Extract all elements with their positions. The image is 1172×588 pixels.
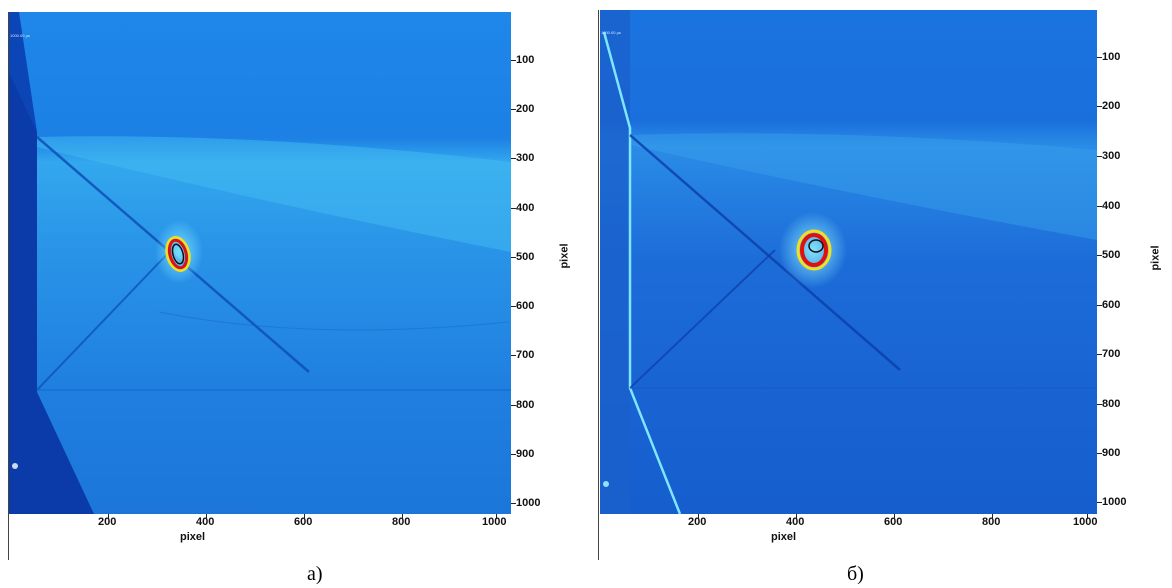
y-tick-label: 600 — [1102, 299, 1121, 311]
y-tick-mark — [511, 306, 516, 307]
y-tick-mark — [511, 208, 516, 209]
x-tick-label: 600 — [884, 516, 903, 528]
x-axis-title-a: pixel — [180, 531, 206, 543]
y-tick-label: 900 — [1102, 447, 1121, 459]
y-tick-mark — [511, 405, 516, 406]
y-axis-title-b-wrap: pixel — [1143, 245, 1169, 270]
y-tick-label: 600 — [516, 300, 535, 312]
scale-note-b: 1000.00 µs — [601, 30, 621, 35]
x-tick-mark — [796, 514, 797, 518]
y-tick-mark — [511, 454, 516, 455]
y-tick-mark — [1097, 57, 1102, 58]
y-tick-mark — [1097, 156, 1102, 157]
y-tick-mark — [511, 109, 516, 110]
x-tick-label: 600 — [294, 516, 313, 528]
y-tick-mark — [1097, 404, 1102, 405]
y-tick-label: 300 — [1102, 150, 1121, 162]
y-tick-label: 200 — [516, 103, 535, 115]
x-tick-mark — [108, 514, 109, 518]
y-tick-label: 800 — [1102, 398, 1121, 410]
x-tick-label: 200 — [688, 516, 707, 528]
y-tick-mark — [1097, 206, 1102, 207]
y-tick-mark — [1097, 502, 1102, 503]
x-tick-mark — [992, 514, 993, 518]
x-axis-title-b: pixel — [771, 531, 797, 543]
x-tick-label: 400 — [786, 516, 805, 528]
x-tick-label: 400 — [196, 516, 215, 528]
x-tick-mark — [206, 514, 207, 518]
y-tick-label: 700 — [516, 349, 535, 361]
panel-a: 1000.00 µs 100 200 300 400 500 600 700 8… — [8, 12, 582, 585]
panel-b-left-border — [598, 10, 599, 560]
y-tick-label: 900 — [516, 448, 535, 460]
y-axis-title-b: pixel — [1149, 245, 1162, 271]
y-tick-mark — [511, 355, 516, 356]
y-tick-mark — [511, 503, 516, 504]
y-tick-mark — [511, 257, 516, 258]
schlieren-image-b — [600, 10, 1097, 514]
y-tick-label: 1000 — [1102, 496, 1127, 508]
y-tick-label: 100 — [516, 54, 535, 66]
y-axis-title-a-wrap: pixel — [552, 243, 582, 268]
x-tick-label: 800 — [392, 516, 411, 528]
x-tick-mark — [304, 514, 305, 518]
x-tick-mark — [402, 514, 403, 518]
caption-b: б) — [847, 563, 864, 585]
x-tick-mark — [698, 514, 699, 518]
y-tick-label: 200 — [1102, 100, 1121, 112]
y-tick-label: 500 — [516, 251, 535, 263]
y-axis-title-a: pixel — [558, 243, 571, 269]
y-tick-label: 100 — [1102, 51, 1121, 63]
x-tick-mark — [496, 514, 497, 518]
y-tick-mark — [1097, 305, 1102, 306]
y-tick-mark — [511, 60, 516, 61]
y-tick-mark — [1097, 255, 1102, 256]
x-tick-label: 1000 — [1073, 516, 1098, 528]
panel-a-left-border — [8, 12, 9, 560]
y-tick-mark — [1097, 106, 1102, 107]
y-tick-mark — [1097, 354, 1102, 355]
y-tick-label: 300 — [516, 152, 535, 164]
x-tick-label: 1000 — [482, 516, 507, 528]
x-tick-label: 200 — [98, 516, 117, 528]
schlieren-image-a — [9, 12, 511, 514]
y-tick-label: 400 — [516, 202, 535, 214]
y-tick-mark — [1097, 453, 1102, 454]
y-tick-label: 400 — [1102, 200, 1121, 212]
x-tick-mark — [894, 514, 895, 518]
caption-a: а) — [307, 563, 323, 585]
y-tick-label: 500 — [1102, 249, 1121, 261]
y-tick-mark — [511, 158, 516, 159]
y-tick-label: 800 — [516, 399, 535, 411]
y-tick-label: 1000 — [516, 497, 541, 509]
x-tick-label: 800 — [982, 516, 1001, 528]
y-tick-label: 700 — [1102, 348, 1121, 360]
panel-b: 1000.00 µs 100 200 300 400 500 600 700 8… — [593, 0, 1172, 588]
scale-note-a: 1000.00 µs — [10, 33, 30, 38]
x-tick-mark — [1087, 514, 1088, 518]
